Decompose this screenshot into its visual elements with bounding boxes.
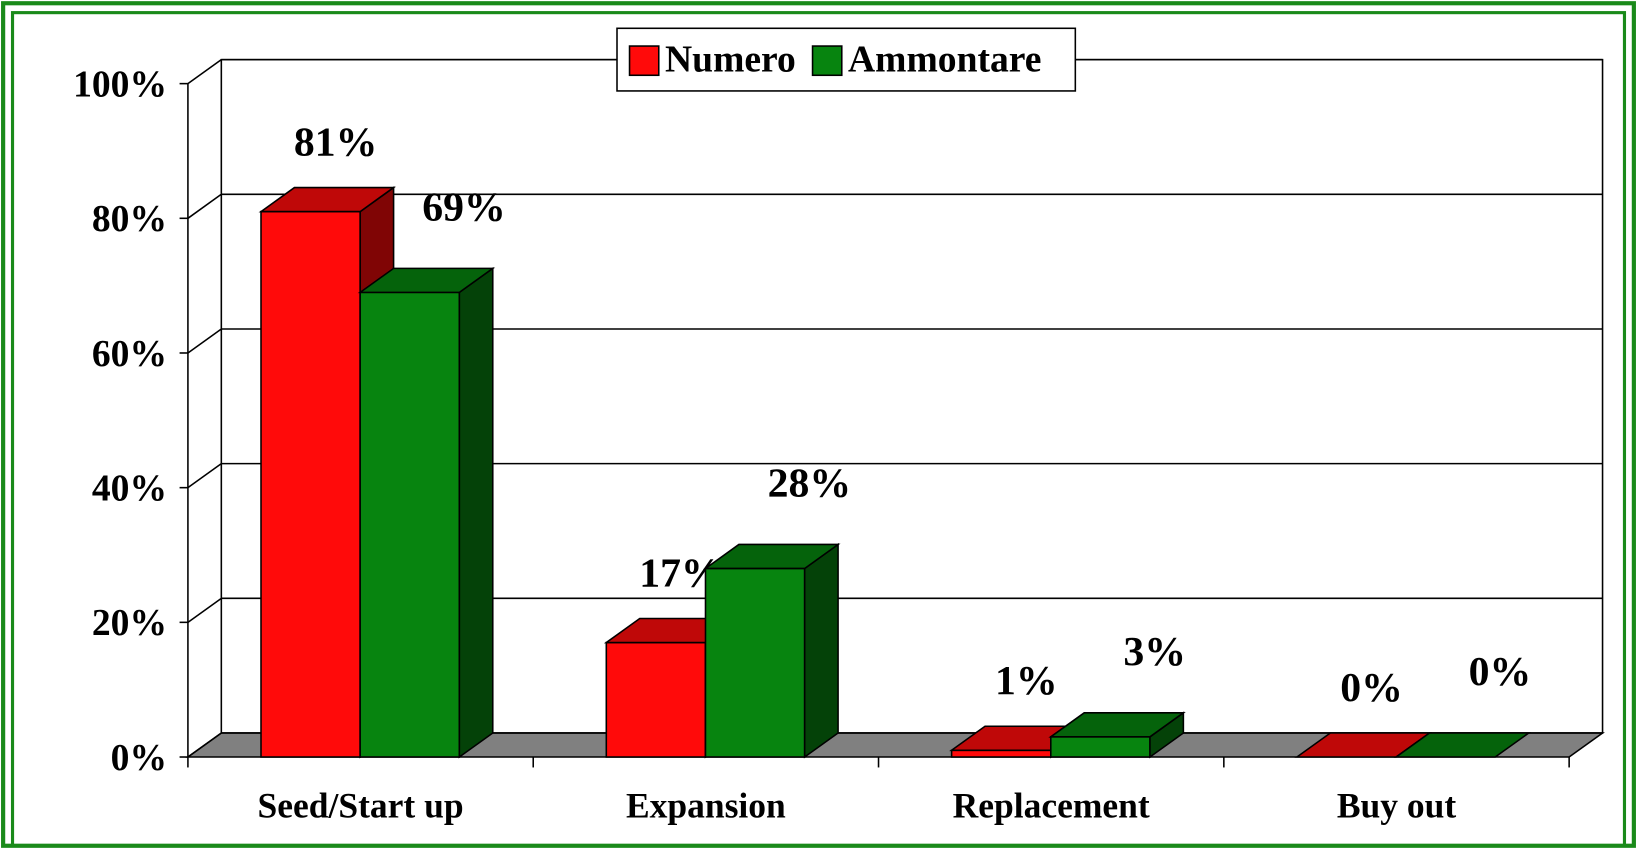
y-tick-label: 80%: [92, 199, 167, 240]
legend-box: [616, 27, 1077, 92]
value-label: 28%: [768, 461, 852, 507]
bar: [703, 542, 841, 759]
y-tick-label: 40%: [92, 468, 167, 509]
bar-front: [704, 567, 806, 758]
bar-side: [803, 542, 839, 759]
x-tick-label: Replacement: [953, 785, 1150, 825]
value-label: 3%: [1123, 629, 1186, 675]
legend-label: Numero: [665, 39, 796, 80]
side-grid-line: [187, 193, 222, 219]
bar: [357, 266, 496, 759]
side-grid-line: [187, 597, 222, 623]
legend-swatch: [628, 45, 660, 77]
side-grid-line: [187, 732, 222, 758]
legend-label: Ammontare: [848, 39, 1041, 80]
y-tick-label: 100%: [73, 64, 167, 105]
legend: Numero Ammontare: [616, 27, 1077, 92]
value-label: 69%: [422, 185, 505, 231]
bar-front: [605, 641, 707, 758]
bar-front: [950, 749, 1052, 758]
legend-swatch: [811, 45, 843, 77]
y-tick-label: 60%: [92, 334, 167, 375]
bar-front: [359, 291, 461, 758]
x-tick-label: Expansion: [626, 785, 786, 825]
bar-top: [1048, 712, 1186, 738]
value-label: 0%: [1340, 665, 1403, 711]
value-label: 1%: [995, 658, 1058, 704]
bar-front: [1050, 736, 1151, 758]
side-grid-line: [187, 328, 222, 354]
bar-top: [357, 267, 496, 294]
bar: [1393, 732, 1532, 758]
side-grid-line: [187, 58, 222, 85]
bar-side: [458, 266, 494, 759]
bar-top: [703, 543, 841, 570]
bar-front: [260, 210, 361, 758]
y-tick-label: 0%: [111, 738, 167, 779]
bar-top: [1393, 732, 1532, 758]
x-tick-label: Buy out: [1337, 785, 1456, 825]
value-label: 81%: [294, 119, 377, 165]
x-tick-label: Seed/Start up: [258, 785, 464, 825]
side-grid-line: [187, 463, 222, 489]
bar-top: [258, 186, 397, 213]
value-label: 0%: [1469, 649, 1532, 695]
bar: [1048, 711, 1186, 759]
inner-frame: [10, 11, 1627, 848]
y-tick-label: 20%: [92, 603, 167, 644]
